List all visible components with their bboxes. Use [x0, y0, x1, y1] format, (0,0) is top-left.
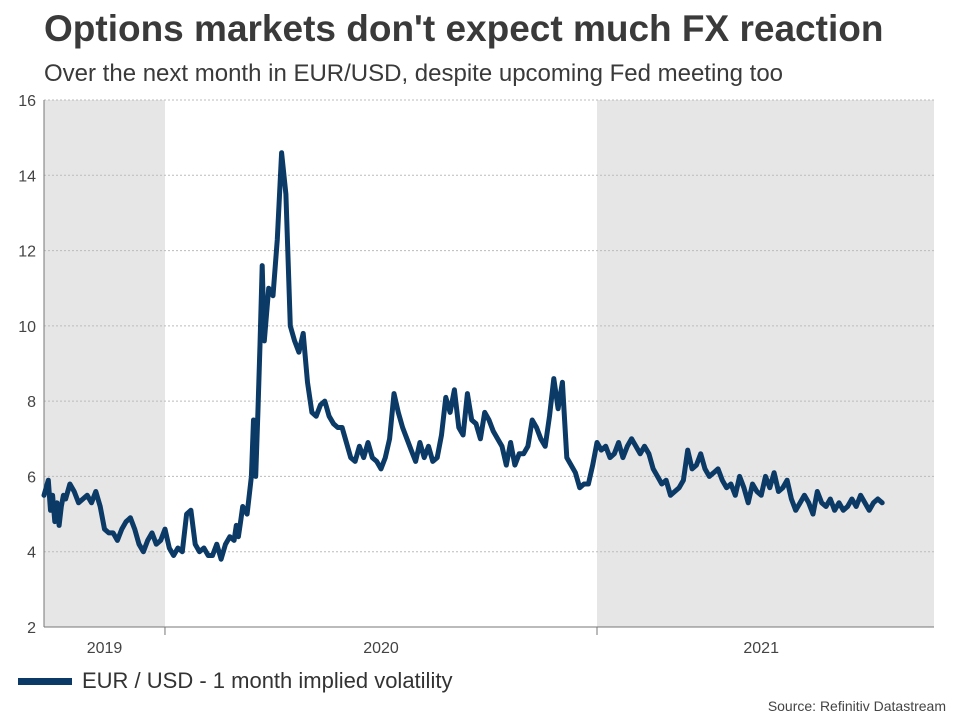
- legend-swatch: [18, 677, 72, 685]
- series-line-0: [41, 150, 885, 562]
- x-tick-label-2021: 2021: [743, 640, 779, 657]
- y-tick-label-6: 6: [27, 469, 36, 486]
- legend: EUR / USD - 1 month implied volatility: [18, 666, 452, 696]
- chart-subtitle: Over the next month in EUR/USD, despite …: [44, 60, 784, 87]
- y-tick-label-10: 10: [18, 319, 36, 336]
- y-tick-label-16: 16: [18, 93, 36, 110]
- source-note: Source: Refinitiv Datastream: [767, 698, 946, 714]
- y-tick-label-8: 8: [27, 394, 36, 411]
- y-tick-label-4: 4: [27, 545, 36, 562]
- x-tick-label-2019: 2019: [87, 640, 123, 657]
- shaded-band-1: [597, 100, 934, 627]
- y-tick-label-12: 12: [18, 244, 36, 261]
- y-tick-label-2: 2: [27, 620, 36, 637]
- legend-label: EUR / USD - 1 month implied volatility: [82, 668, 453, 693]
- x-tick-label-2020: 2020: [363, 640, 399, 657]
- shaded-band-0: [44, 100, 165, 627]
- y-tick-label-14: 14: [18, 168, 36, 185]
- chart-title: Options markets don't expect much FX rea…: [44, 8, 884, 49]
